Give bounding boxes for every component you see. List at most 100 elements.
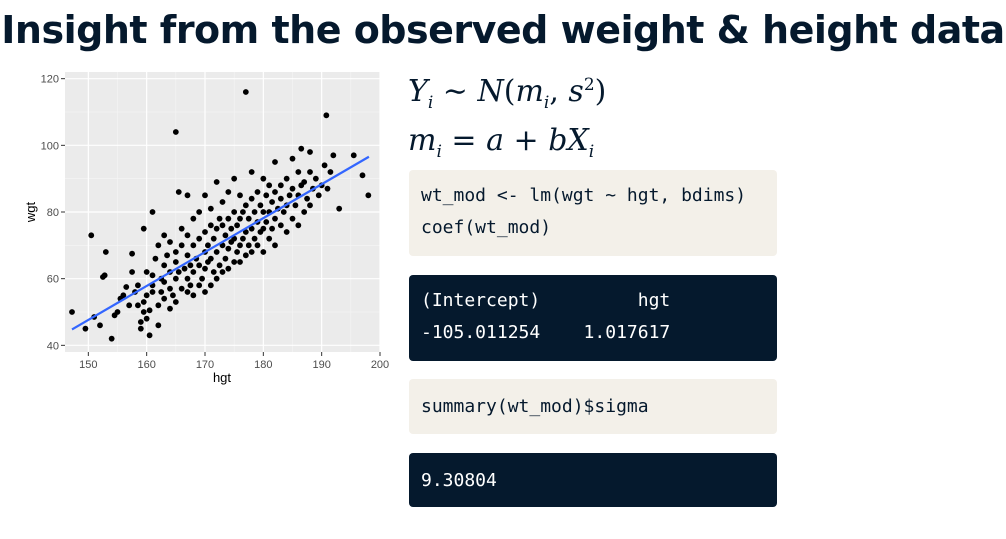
eq-equals: = [441,123,487,158]
x-tick-label: 150 [79,359,97,371]
data-point [137,325,144,332]
data-point [272,189,278,195]
data-point [143,315,150,322]
data-point [286,192,293,199]
data-point [242,89,249,95]
data-point [184,192,191,199]
data-point [213,249,220,255]
data-point [219,199,226,205]
data-point [298,145,305,152]
data-point [225,189,232,195]
data-point [219,269,226,275]
data-point [184,275,191,282]
data-point [129,250,135,257]
data-point [202,265,208,272]
data-point [149,272,156,279]
output-block-coefficients[interactable]: (Intercept) hgt -105.011254 1.017617 [409,275,777,361]
eq-symbol-m: m [515,74,544,109]
data-point [161,295,168,302]
data-point [304,195,310,202]
data-point [140,299,147,305]
data-point [327,169,334,175]
data-point [254,242,261,249]
data-point [210,269,217,275]
data-point [97,322,103,329]
code-block-sigma[interactable]: summary(wt_mod)$sigma [409,379,777,434]
eq-subscript: i [436,142,442,162]
data-point [196,282,203,289]
data-point [234,249,240,255]
eq-subscript: i [588,142,595,162]
data-point [251,209,258,215]
data-point [187,262,194,269]
data-point [260,175,267,182]
data-point [321,162,328,169]
data-point [330,152,337,159]
data-point [172,249,179,255]
data-point [222,255,229,262]
eq-comma: , [549,74,569,109]
data-point [143,269,150,275]
data-point [257,202,264,209]
data-point [280,209,287,215]
regression-line [71,155,370,331]
grid-lines [65,72,381,352]
data-point [324,185,331,192]
data-point [295,169,302,175]
data-point [222,232,229,239]
data-point [245,242,252,249]
eq-subscript: i [543,93,550,113]
data-point [140,225,147,232]
data-point [120,292,127,299]
axis-ticks: 150 160 170 180 190 200 40 60 80 100 120 [41,74,390,371]
output-block-sigma[interactable]: 9.30804 [409,453,777,507]
eq-plus: + [504,123,549,158]
data-point [146,332,153,339]
eq-symbol-s: s [568,74,584,109]
data-point [88,232,95,239]
data-point [167,305,173,312]
data-point [213,275,220,282]
data-point [277,182,284,189]
output-line: 9.30804 [421,470,497,491]
data-point [178,242,185,249]
data-point [295,222,302,229]
data-point [199,275,205,282]
data-point [231,209,238,215]
data-point [196,262,203,269]
code-block-fit-model[interactable]: wt_mod <- lm(wgt ~ hgt, bdims) coef(wt_mo… [409,170,777,256]
data-point [225,215,232,222]
data-point [210,235,217,242]
data-points [69,89,372,342]
data-point [190,269,197,275]
data-point [213,179,220,185]
data-point [289,155,296,162]
data-point [323,112,330,119]
data-point [196,209,203,215]
data-point [137,319,144,325]
data-point [202,289,208,295]
y-tick-label: 60 [47,274,59,286]
data-point [181,265,188,272]
data-point [155,242,162,249]
data-point [248,225,255,232]
data-point [175,269,182,275]
data-point [140,309,147,315]
data-point [190,242,197,249]
data-point [248,195,255,202]
data-point [283,175,290,182]
data-point [207,205,214,212]
data-point [172,129,179,135]
code-line: wt_mod <- lm(wgt ~ hgt, bdims) [421,185,747,206]
data-point [260,225,267,232]
data-point [266,235,273,242]
eq-symbol-bx: bX [548,123,589,158]
data-point [172,299,179,305]
data-point [161,262,168,269]
data-point [155,302,162,309]
data-point [263,219,270,225]
data-point [146,307,153,314]
data-point [143,292,150,299]
data-point [248,169,255,175]
data-point [202,229,208,235]
